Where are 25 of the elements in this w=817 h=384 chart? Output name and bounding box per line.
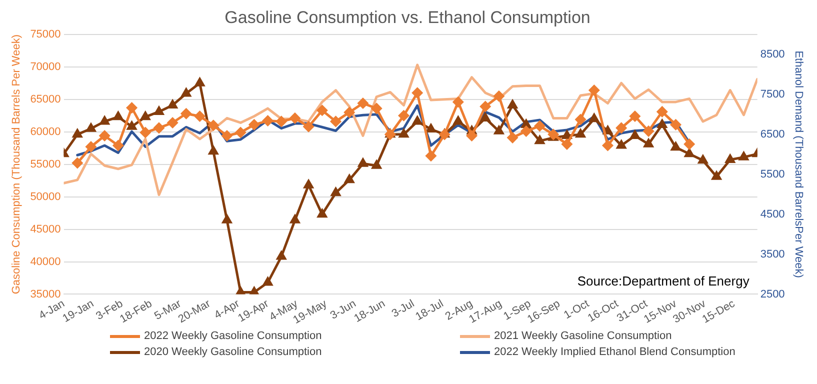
y2-tick-label: 3500 [760,248,785,260]
y2-tick-label: 2500 [760,288,785,300]
y-tick-label: 35000 [30,288,61,300]
legend-label: 2020 Weekly Gasoline Consumption [144,346,322,358]
y2-tick-label: 8500 [760,48,785,60]
y2-tick-label: 5500 [760,168,785,180]
y-tick-label: 55000 [30,158,61,170]
y2-tick-label: 4500 [760,208,785,220]
y-tick-label: 40000 [30,256,61,268]
y-axis-title: Gasoline Consumption (Thousand Barrels Per Week) [10,34,23,294]
y-tick-label: 60000 [30,126,61,138]
y-tick-label: 65000 [30,93,61,106]
y2-axis-title: Ethanol Demand (Thousand BarrelsPer Week) [792,50,804,278]
y-tick-label: 45000 [30,223,61,236]
legend-label: 2021 Weekly Gasoline Consumption [494,330,672,342]
annotation: Source:Department of Energy [577,273,750,288]
y-tick-label: 75000 [30,28,61,40]
y2-tick-label: 6500 [760,128,785,140]
chart-title: Gasoline Consumption vs. Ethanol Consumption [224,8,590,27]
y-tick-label: 50000 [30,190,61,203]
y-tick-label: 70000 [30,60,61,73]
legend-label: 2022 Weekly Implied Ethanol Blend Consumption [494,346,736,358]
y2-tick-label: 7500 [760,88,785,100]
x-tick-label: 3-Jul [390,298,416,320]
legend-label: 2022 Weekly Gasoline Consumption [144,330,322,342]
